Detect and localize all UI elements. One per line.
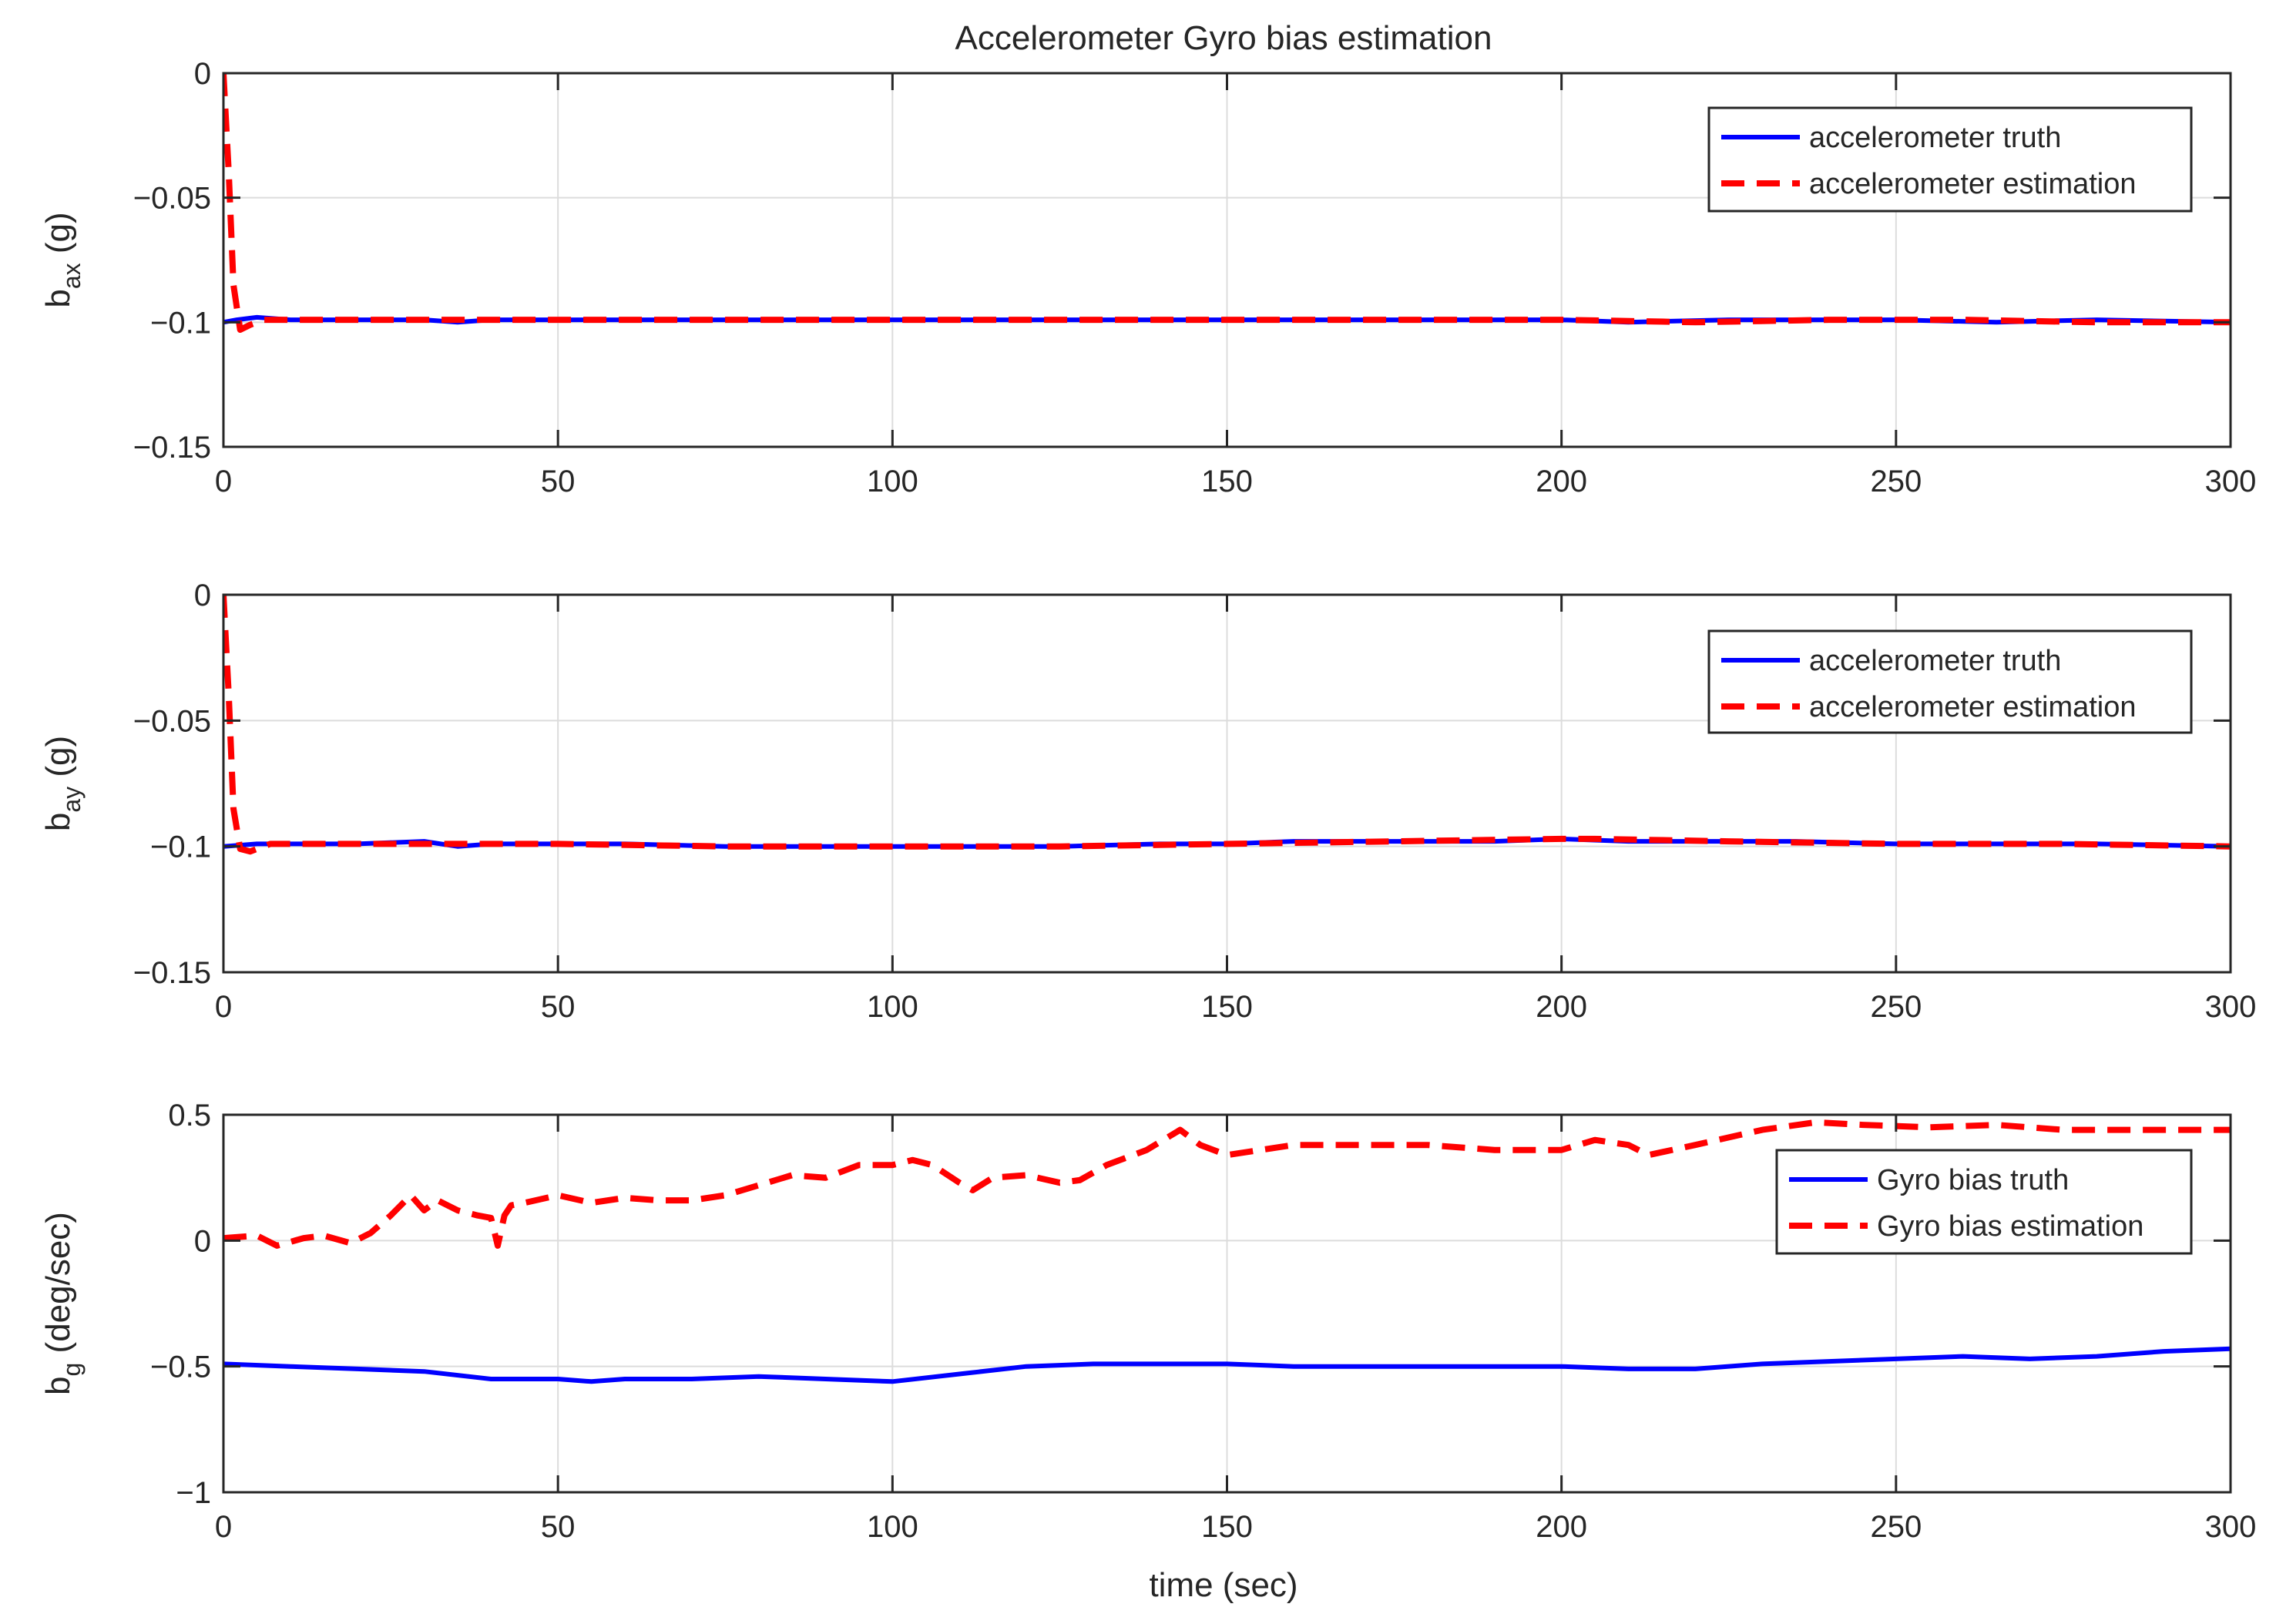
- x-tick-label: 300: [2205, 1510, 2257, 1544]
- series-group: [223, 594, 2231, 855]
- legend-label: accelerometer truth: [1809, 645, 2061, 677]
- y-tick-label: 0: [194, 57, 211, 91]
- legend-label: Gyro bias truth: [1877, 1164, 2069, 1196]
- x-tick-label: 0: [215, 990, 232, 1024]
- y-tick-label: 0: [194, 579, 211, 612]
- y-axis-label: bay (g): [39, 736, 86, 831]
- series-line-estimation: [223, 1119, 2231, 1249]
- x-tick-label: 50: [541, 465, 576, 498]
- y-tick-label: −0.5: [150, 1351, 211, 1384]
- x-tick-label: 300: [2205, 990, 2257, 1024]
- legend-label: accelerometer estimation: [1809, 691, 2137, 723]
- y-tick-label: −0.15: [133, 431, 211, 465]
- legend-label: Gyro bias estimation: [1877, 1210, 2143, 1243]
- x-tick-label: 250: [1870, 990, 1922, 1024]
- x-axis-label: time (sec): [1149, 1566, 1297, 1604]
- y-axis-label-unit: (g): [39, 736, 77, 787]
- y-tick-label: −0.15: [133, 956, 211, 990]
- legend: accelerometer truth accelerometer estimat…: [1707, 106, 2193, 213]
- y-axis-label-unit: (g): [39, 212, 77, 263]
- y-tick-label: −1: [176, 1476, 211, 1510]
- x-tick-label: 50: [541, 990, 576, 1024]
- series-line-truth: [223, 1346, 2231, 1384]
- x-tick-label: 150: [1201, 990, 1253, 1024]
- x-tick-label: 300: [2205, 465, 2257, 498]
- y-tick-label: −0.05: [133, 182, 211, 216]
- legend: accelerometer truth accelerometer estimat…: [1707, 629, 2193, 734]
- series-group: [223, 1119, 2231, 1384]
- x-tick-label: 200: [1536, 990, 1587, 1024]
- x-tick-label: 100: [867, 1510, 918, 1544]
- x-tick-label: 100: [867, 990, 918, 1024]
- y-tick-label: 0.5: [168, 1099, 211, 1132]
- subplot-1: 0 50 100 150 200 250 300 −0.15 −0.1 −0.05 0 bax (g)…: [39, 57, 2256, 498]
- x-tick-label: 0: [215, 1510, 232, 1544]
- subplot-3: 0 50 100 150 200 250 300 −1 −0.5 0 0.5 bg (deg/sec)…: [39, 1099, 2256, 1544]
- y-tick-label: 0: [194, 1224, 211, 1258]
- series-line-estimation: [223, 594, 2231, 855]
- x-tick-label: 250: [1870, 465, 1922, 498]
- y-axis-label: bax (g): [39, 212, 86, 307]
- x-tick-label: 50: [541, 1510, 576, 1544]
- y-axis-label-base: b: [39, 289, 77, 307]
- y-axis-label-unit: (deg/sec): [39, 1212, 77, 1363]
- x-tick-label: 150: [1201, 1510, 1253, 1544]
- x-tick-label: 200: [1536, 1510, 1587, 1544]
- x-tick-label: 150: [1201, 465, 1253, 498]
- y-axis-label-subscript: ax: [58, 263, 86, 289]
- series-line-estimation: [223, 72, 2231, 333]
- x-tick-label: 0: [215, 465, 232, 498]
- x-tick-label: 200: [1536, 465, 1587, 498]
- figure-title: Accelerometer Gyro bias estimation: [955, 19, 1492, 57]
- y-tick-label: −0.1: [150, 830, 211, 864]
- legend-label: accelerometer estimation: [1809, 168, 2137, 200]
- legend-label: accelerometer truth: [1809, 122, 2061, 154]
- y-tick-label: −0.1: [150, 306, 211, 340]
- y-axis-label-subscript: g: [58, 1363, 86, 1377]
- legend-box: [1707, 629, 2193, 734]
- y-axis-label-subscript: ay: [58, 787, 86, 813]
- y-axis-label-base: b: [39, 813, 77, 831]
- subplot-2: 0 50 100 150 200 250 300 −0.15 −0.1 −0.05 0 bay (g)…: [39, 579, 2256, 1024]
- y-axis-label: bg (deg/sec): [39, 1212, 86, 1395]
- y-axis-label-base: b: [39, 1376, 77, 1394]
- legend-box: [1775, 1149, 2193, 1255]
- legend: Gyro bias truth Gyro bias estimation: [1775, 1149, 2193, 1255]
- x-tick-label: 100: [867, 465, 918, 498]
- legend-box: [1707, 106, 2193, 213]
- x-tick-label: 250: [1870, 1510, 1922, 1544]
- y-tick-label: −0.05: [133, 704, 211, 738]
- series-group: [223, 72, 2231, 333]
